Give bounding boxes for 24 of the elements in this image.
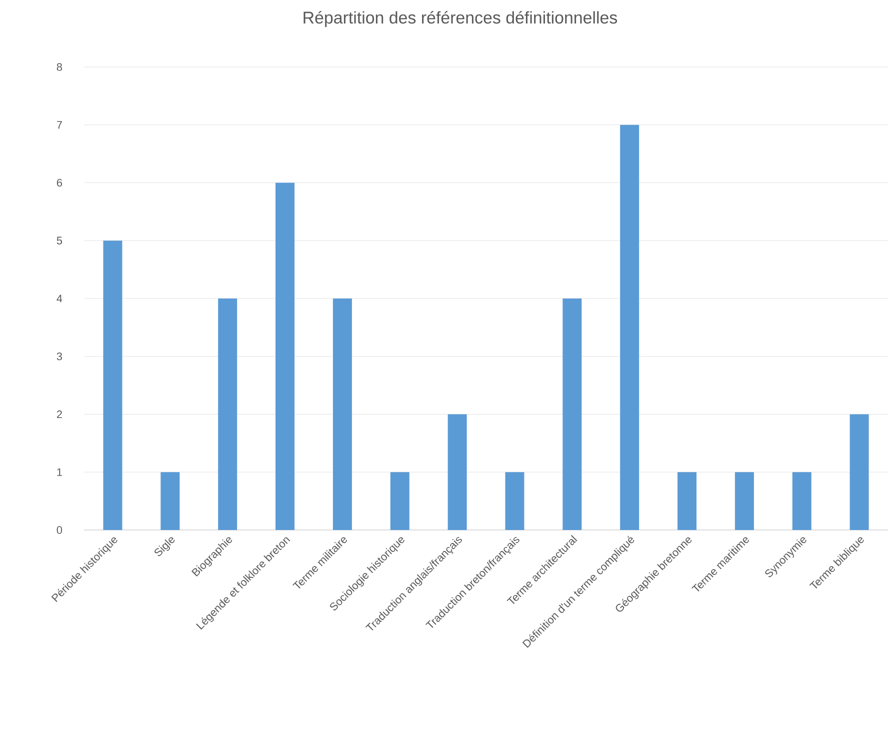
bar	[850, 414, 869, 530]
bar	[103, 240, 122, 530]
bar	[390, 472, 410, 530]
bar	[332, 298, 352, 530]
y-tick-label: 2	[56, 410, 62, 418]
bar	[620, 124, 640, 530]
y-tick-label: 5	[56, 236, 62, 244]
y-tick-label: 8	[56, 63, 62, 71]
y-tick-label: 7	[56, 121, 62, 129]
bar	[448, 414, 467, 530]
bar	[276, 182, 295, 530]
y-tick-label: 3	[56, 352, 62, 360]
bar	[218, 298, 238, 530]
y-tick-label: 1	[57, 468, 62, 476]
y-tick-label: 4	[56, 294, 62, 302]
bar	[562, 298, 582, 530]
bar	[160, 472, 180, 530]
y-tick-label: 0	[56, 526, 62, 534]
y-tick-label: 6	[56, 178, 62, 187]
bar	[734, 472, 754, 530]
bar	[505, 472, 524, 530]
bar	[792, 472, 812, 530]
chart-title: Répartition des références définitionnelles	[304, 11, 618, 27]
bar	[678, 472, 697, 530]
